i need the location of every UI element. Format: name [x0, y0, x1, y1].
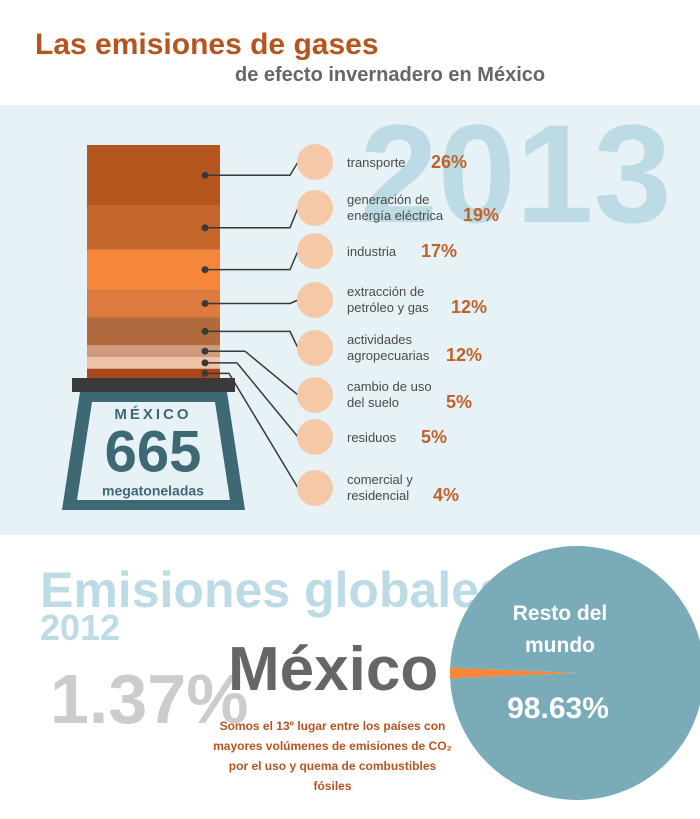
- scale-label: MÉXICO: [114, 406, 191, 423]
- leader-line: [205, 250, 299, 271]
- bar-segment: [87, 289, 220, 318]
- category-item: comercial y residencial 4%: [347, 472, 459, 504]
- mexico-label: México: [228, 635, 438, 704]
- leader-line: [205, 207, 299, 229]
- value-label: 5%: [421, 427, 448, 447]
- category-item: residuos 5%: [347, 428, 447, 446]
- scale-top: [72, 378, 235, 392]
- bar-segment: [87, 317, 220, 346]
- value-label: 12%: [446, 345, 483, 365]
- category-item: industria 17%: [347, 242, 457, 260]
- scale-unit: megatoneladas: [102, 483, 204, 499]
- category-item: extracción de petróleo y gas 12%: [347, 284, 487, 316]
- value-label: 26%: [431, 152, 468, 172]
- rest-label: Resto del mundo: [512, 602, 608, 657]
- value-label: 17%: [421, 241, 458, 261]
- bar-segment: [87, 345, 220, 358]
- pie-slice: [450, 546, 700, 800]
- mexico-value-label: 1.37%: [50, 660, 248, 738]
- bar-segment: [87, 249, 220, 290]
- category-item: actividades agropecuarias 12%: [347, 332, 482, 364]
- leader-line: [205, 161, 299, 177]
- value-label: 12%: [451, 297, 488, 317]
- global-title: Emisiones globales: [40, 562, 507, 618]
- icon: [297, 190, 333, 226]
- category-item: transporte 26%: [347, 153, 467, 171]
- category-label: cambio de uso del suelo: [347, 379, 432, 410]
- scale-value: 665: [105, 419, 202, 484]
- category-label: comercial y residencial: [347, 472, 413, 503]
- subtitle: de efecto invernadero en México: [235, 64, 546, 86]
- pie-slice: [449, 667, 577, 679]
- value-label: 5%: [446, 392, 473, 412]
- category-item: cambio de uso del suelo 5%: [347, 379, 472, 411]
- icon: [297, 377, 333, 413]
- icon: [297, 233, 333, 269]
- category-label: transporte: [347, 155, 406, 170]
- year: 2013: [360, 95, 671, 252]
- leader-line: [205, 330, 299, 349]
- title: Las emisiones de gases: [35, 28, 379, 61]
- rest-value-label: 98.63%: [507, 692, 609, 725]
- bar-segment: [87, 368, 220, 378]
- category-label: actividades agropecuarias: [347, 332, 430, 363]
- category-item: generación de energía eléctrica 19%: [347, 192, 499, 224]
- leader-line: [205, 362, 299, 438]
- global-year: 2012: [40, 607, 120, 648]
- icon: [297, 144, 333, 180]
- category-label: residuos: [347, 430, 397, 445]
- bar-segment: [87, 145, 220, 206]
- category-label: industria: [347, 244, 397, 259]
- icon: [297, 470, 333, 506]
- leader-line: [205, 350, 299, 396]
- scale-face: [77, 402, 230, 500]
- bar-segment: [87, 205, 220, 250]
- value-label: 4%: [433, 485, 460, 505]
- leader-line: [205, 299, 299, 305]
- leader-line: [205, 372, 299, 489]
- icon: [297, 282, 333, 318]
- bar-segment: [87, 357, 220, 369]
- note: Somos el 13º lugar entre los países con …: [213, 719, 452, 793]
- category-label: extracción de petróleo y gas: [347, 284, 429, 315]
- icon: [297, 330, 333, 366]
- value-label: 19%: [463, 205, 500, 225]
- category-label: generación de energía eléctrica: [347, 192, 444, 223]
- icon: [297, 419, 333, 455]
